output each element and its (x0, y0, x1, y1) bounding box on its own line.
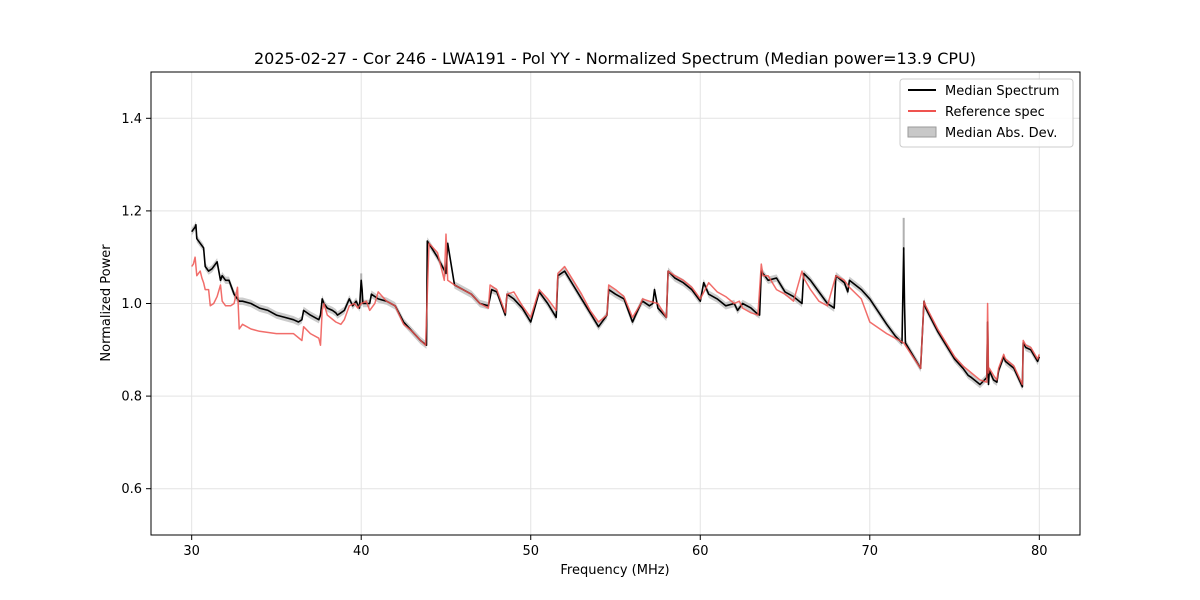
y-tick-label: 1.0 (121, 297, 142, 312)
chart-title: 2025-02-27 - Cor 246 - LWA191 - Pol YY -… (254, 49, 976, 68)
x-tick-label: 80 (1031, 544, 1048, 559)
y-tick-label: 0.8 (121, 390, 142, 405)
legend: Median Spectrum Reference spec Median Ab… (899, 78, 1074, 148)
x-axis-ticks: 30 40 50 60 70 80 (183, 535, 1048, 559)
series-line-median (191, 224, 1041, 388)
x-tick-label: 60 (692, 544, 709, 559)
x-tick-label: 50 (522, 544, 539, 559)
legend-box (899, 78, 1074, 148)
legend-label-median: Median Spectrum (945, 84, 1059, 99)
legend-label-mad: Median Abs. Dev. (945, 126, 1057, 141)
y-axis-label: Normalized Power (99, 244, 114, 362)
y-tick-label: 0.6 (121, 482, 142, 497)
legend-swatch-mad (907, 126, 937, 138)
x-tick-label: 70 (862, 544, 879, 559)
x-tick-label: 30 (183, 544, 200, 559)
y-axis-ticks: 0.6 0.8 1.0 1.2 1.4 (121, 112, 151, 497)
y-tick-label: 1.4 (121, 112, 142, 127)
x-axis-label: Frequency (MHz) (560, 563, 669, 578)
series-lines (191, 224, 1041, 388)
legend-label-reference: Reference spec (945, 105, 1045, 120)
series-line-reference (191, 233, 1041, 386)
y-tick-label: 1.2 (121, 204, 142, 219)
x-tick-label: 40 (353, 544, 370, 559)
